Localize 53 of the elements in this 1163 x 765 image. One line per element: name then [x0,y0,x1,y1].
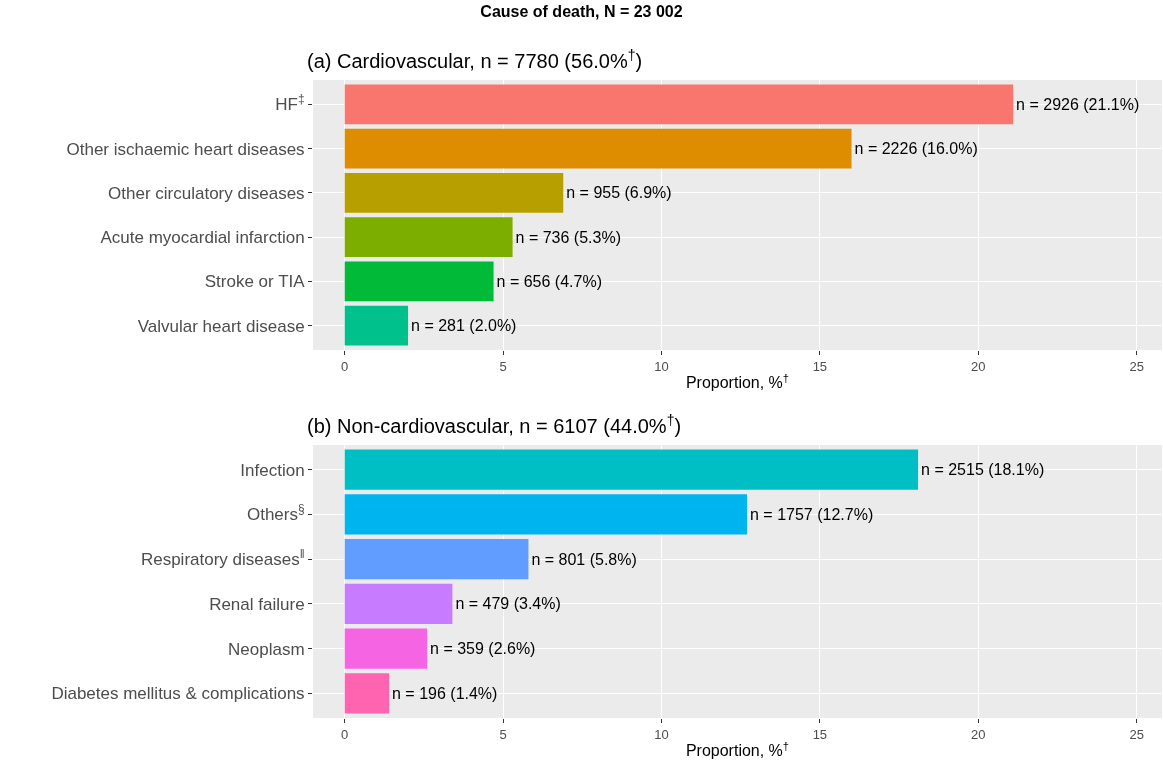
data-label: n = 359 (2.6%) [430,640,536,658]
bar [344,84,1014,125]
y-tick-label: Others$^{§}$ [246,502,305,525]
x-tick-label: 5 [499,726,507,742]
data-label: n = 955 (6.9%) [566,184,672,202]
chart-title: Cause of death, N = 23 002 [480,3,683,21]
x-tick-label: 0 [341,358,349,374]
x-axis-title: Proportion, %$^{†}$ [685,371,790,392]
bar [344,261,494,302]
x-tick-label: 20 [971,726,986,742]
bar [344,673,390,714]
bar [344,494,747,535]
data-label: n = 2515 (18.1%) [921,461,1045,479]
x-tick-label: 10 [654,726,669,742]
chart-subtitle: (a) Cardiovascular, n = 7780 (56.0%$^{†}$) [307,47,643,73]
x-tick-label: 5 [499,358,507,374]
y-tick-label: Renal failure [209,594,305,614]
bar [344,583,453,625]
data-label: n = 801 (5.8%) [531,550,637,568]
y-tick-label: Valvular heart disease [137,316,305,336]
y-tick-label: Other circulatory diseases [108,183,305,203]
x-tick-label: 15 [812,726,828,742]
bar [344,449,919,490]
data-label: n = 2226 (16.0%) [854,140,978,158]
bar [344,538,529,580]
y-tick-label: Stroke or TIA [204,272,306,292]
bar [344,305,409,346]
x-axis-title: Proportion, %$^{†}$ [685,739,790,760]
data-label: n = 2926 (21.1%) [1016,95,1140,113]
y-tick-label: Diabetes mellitus & complications [51,684,305,704]
x-tick-label: 10 [654,358,669,374]
y-tick-label: Respiratory diseases$^{‖}$ [140,546,305,570]
data-label: n = 196 (1.4%) [392,684,498,702]
data-label: n = 281 (2.0%) [411,317,517,335]
y-tick-label: HF$^{‡}$ [275,92,305,115]
chart-subtitle: (b) Non-cardiovascular, n = 6107 (44.0%$^{†}$) [307,412,682,438]
data-label: n = 1757 (12.7%) [750,505,874,523]
data-label: n = 656 (4.7%) [496,272,602,290]
y-tick-label: Infection [240,460,305,480]
data-label: n = 736 (5.3%) [515,228,621,246]
x-tick-label: 0 [341,726,349,742]
y-tick-label: Neoplasm [228,639,305,659]
bar [344,217,513,258]
y-tick-label: Acute myocardial infarction [100,228,305,248]
bar [344,172,564,213]
x-tick-label: 25 [1129,358,1144,374]
x-tick-label: 15 [812,358,828,374]
x-tick-label: 25 [1129,726,1144,742]
bar [344,128,852,169]
y-tick-label: Other ischaemic heart diseases [66,139,305,159]
data-label: n = 479 (3.4%) [455,595,561,613]
bar [344,628,428,669]
x-tick-label: 20 [971,358,986,374]
